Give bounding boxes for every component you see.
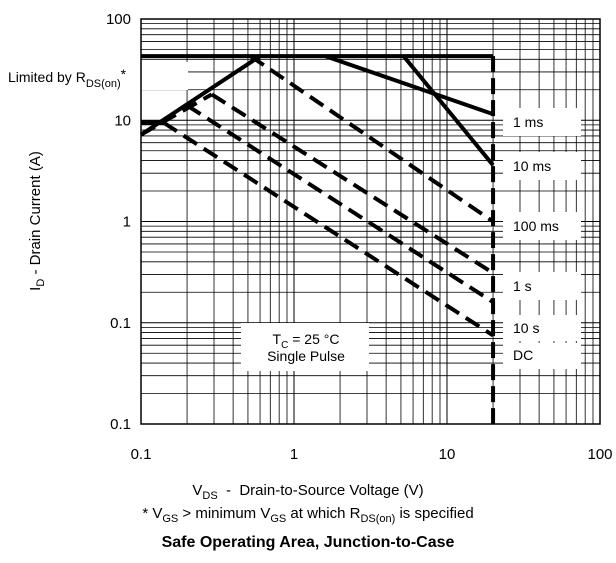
conditions-box	[241, 323, 369, 371]
label-box-1ms	[503, 108, 581, 136]
conditions-line-2: Single Pulse	[267, 348, 345, 364]
series-line-1	[402, 54, 495, 167]
rise-1s	[140, 92, 213, 137]
limit-annotation: Limited by RDS(on)*	[8, 66, 127, 90]
series-labels: 1 ms 10 ms 100 ms 1 s 10 s DC	[513, 114, 559, 363]
x-tick-label-1: 1	[290, 446, 298, 463]
series-line-5	[162, 120, 495, 338]
series-line-2	[249, 54, 495, 224]
rds-limit-line	[139, 54, 262, 137]
x-tick-label-0: 0.1	[131, 446, 152, 463]
label-box-1s	[503, 272, 581, 300]
label-box-100ms	[503, 212, 581, 240]
x-tick-label-3: 100	[587, 446, 612, 463]
series-label-3: 1 s	[513, 278, 532, 294]
footnote: * VGS > minimum VGS at which RDS(on) is …	[142, 505, 474, 525]
series-label-5: DC	[513, 347, 533, 363]
conditions-line-1: TC = 25 °C	[273, 331, 340, 351]
y-tick-label-3: 10	[114, 112, 131, 129]
series-lines	[139, 54, 496, 424]
chart-title: Safe Operating Area, Junction-to-Case	[161, 534, 455, 551]
y-tick-label-2: 1	[123, 214, 131, 231]
label-box-10s	[503, 315, 581, 341]
y-tick-label-1: 0.1	[110, 315, 131, 332]
series-line-0	[324, 54, 494, 116]
label-boxes	[0, 62, 581, 371]
limit-label-box	[0, 62, 188, 90]
series-line-3	[210, 92, 495, 275]
y-tick-label-0: 0.1	[110, 416, 131, 433]
series-label-4: 10 s	[513, 320, 539, 336]
x-tick-label-2: 10	[439, 446, 456, 463]
series-label-1: 10 ms	[513, 158, 551, 174]
label-box-10ms	[503, 152, 581, 180]
x-axis-label: VDS - Drain-to-Source Voltage (V)	[192, 482, 424, 502]
label-box-dc	[503, 343, 581, 369]
plot-frame	[140, 18, 601, 425]
series-label-2: 100 ms	[513, 218, 559, 234]
y-axis-label: ID - Drain Current (A)	[27, 151, 47, 291]
y-tick-label-4: 100	[106, 11, 131, 28]
series-line-4	[185, 103, 495, 304]
series-label-0: 1 ms	[513, 114, 543, 130]
